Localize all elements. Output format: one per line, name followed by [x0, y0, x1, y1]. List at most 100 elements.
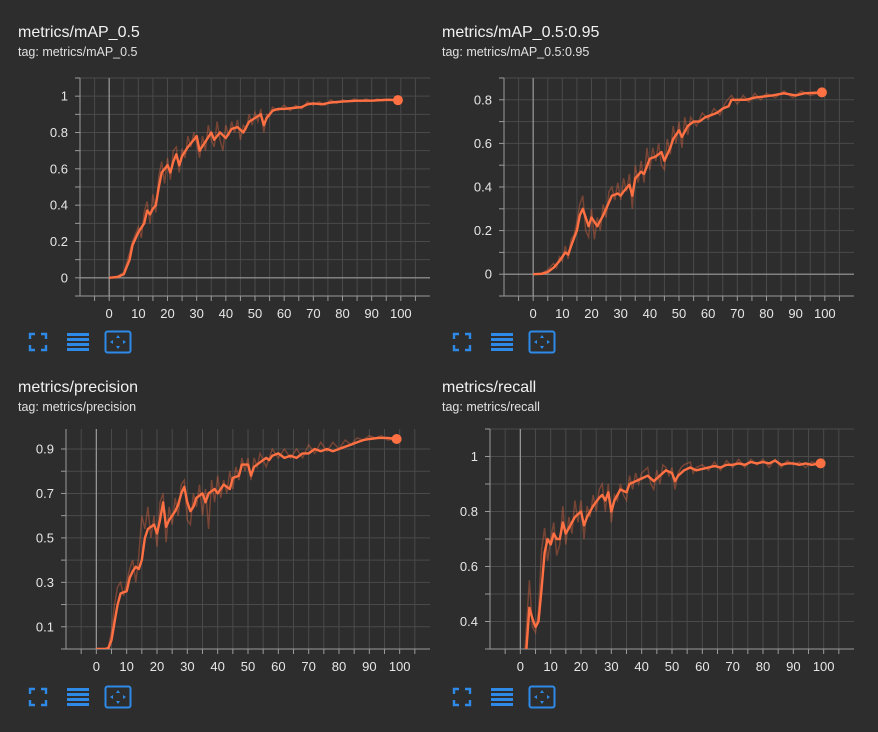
chart-tag: tag: metrics/mAP_0.5 [18, 45, 138, 59]
chart-title: metrics/mAP_0.5 [18, 24, 140, 41]
y-tick-label: 0.1 [36, 619, 54, 634]
x-tick-label: 30 [180, 659, 194, 674]
fit-domain-button[interactable] [104, 685, 132, 709]
y-tick-label: 0 [485, 267, 492, 282]
fullscreen-button[interactable] [24, 330, 52, 354]
raw-series-line [96, 434, 397, 649]
chart-title: metrics/precision [18, 379, 139, 396]
fit-domain-icon [528, 330, 556, 354]
data-table-button[interactable] [64, 330, 92, 354]
x-tick-label: 60 [695, 659, 709, 674]
line-chart[interactable]: 00.20.40.60.810 10 20 30 40 50 60 70 80 90 100 [0, 0, 440, 330]
x-tick-label: 30 [613, 306, 627, 321]
x-tick-label: 80 [335, 306, 349, 321]
x-tick-label: 50 [248, 306, 262, 321]
chart-tag: tag: metrics/recall [442, 400, 540, 414]
x-tick-label: 90 [786, 659, 800, 674]
last-point-marker [815, 458, 826, 469]
line-chart[interactable]: 0.40.60.810 10 20 30 40 50 60 70 80 90 100 [424, 355, 864, 685]
fit-domain-button[interactable] [528, 685, 556, 709]
line-chart[interactable]: 0 0.2 0.4 0.6 0.8 0 10 20 30 40 50 60 70 80 90 100 [424, 0, 864, 330]
x-tick-label: 100 [390, 306, 412, 321]
line-chart[interactable]: 0.1 0.3 0.5 0.7 0.9 0 10 20 30 40 50 60 70 80 90 100 [0, 355, 440, 685]
x-tick-label: 0 [530, 306, 537, 321]
last-point-marker [391, 434, 402, 444]
y-tick-label: 0.4 [460, 614, 478, 629]
data-table-button[interactable] [488, 685, 516, 709]
chart-toolbar [24, 330, 132, 354]
x-tick-label: 20 [150, 659, 164, 674]
x-tick-label: 90 [362, 659, 376, 674]
y-tick-label: 0.5 [36, 530, 54, 545]
x-tick-label: 20 [574, 659, 588, 674]
fit-domain-button[interactable] [528, 330, 556, 354]
data-table-icon [67, 333, 89, 351]
fit-domain-icon [528, 685, 556, 709]
fullscreen-button[interactable] [448, 330, 476, 354]
smoothed-series-line [96, 436, 397, 649]
y-tick-label: 0.8 [50, 125, 68, 140]
fit-domain-icon [104, 685, 132, 709]
chart-card-map-0-5-0-95: metrics/mAP_0.5:0.95 tag: metrics/mAP_0.… [424, 0, 854, 360]
data-table-icon [67, 688, 89, 706]
last-point-marker [816, 87, 827, 98]
chart-toolbar [448, 330, 556, 354]
x-tick-label: 30 [604, 659, 618, 674]
fullscreen-button[interactable] [24, 685, 52, 709]
series-group [96, 434, 397, 649]
y-tick-label: 0 [61, 270, 68, 285]
y-tick-label: 0.6 [474, 136, 492, 151]
x-tick-label: 50 [672, 306, 686, 321]
fit-domain-button[interactable] [104, 330, 132, 354]
fullscreen-icon [28, 687, 48, 707]
chart-tag: tag: metrics/precision [18, 400, 137, 414]
x-tick-label: 80 [756, 659, 770, 674]
fullscreen-icon [452, 687, 472, 707]
y-tick-label: 0.4 [50, 198, 68, 213]
x-tick-label: 40 [643, 306, 657, 321]
smoothed-series-line [525, 459, 821, 649]
x-tick-label: 70 [301, 659, 315, 674]
x-tick-label: 70 [725, 659, 739, 674]
x-tick-label: 40 [634, 659, 648, 674]
y-tick-label: 0.8 [474, 92, 492, 107]
chart-toolbar [24, 685, 132, 709]
x-tick-label: 100 [389, 659, 411, 674]
x-tick-label: 100 [814, 306, 836, 321]
x-tick-label: 60 [271, 659, 285, 674]
chart-title: metrics/mAP_0.5:0.95 [442, 24, 600, 41]
fullscreen-icon [28, 332, 48, 352]
y-tick-label: 1 [471, 449, 478, 464]
y-tick-label: 0.8 [460, 504, 478, 519]
x-tick-label: 80 [332, 659, 346, 674]
series-group [109, 98, 399, 279]
raw-series-line [109, 98, 399, 279]
x-tick-label: 30 [189, 306, 203, 321]
smoothed-series-line [109, 98, 398, 279]
data-table-button[interactable] [488, 330, 516, 354]
fullscreen-icon [452, 332, 472, 352]
y-tick-label: 0.2 [50, 234, 68, 249]
x-tick-label: 10 [543, 659, 557, 674]
y-tick-label: 0.6 [50, 161, 68, 176]
x-tick-label: 50 [241, 659, 255, 674]
data-table-icon [491, 333, 513, 351]
chart-title: metrics/recall [442, 379, 537, 396]
x-tick-label: 50 [665, 659, 679, 674]
series-group [524, 458, 821, 649]
y-tick-label: 0.6 [460, 559, 478, 574]
x-tick-label: 0 [93, 659, 100, 674]
y-tick-label: 1 [61, 89, 68, 104]
x-tick-label: 40 [210, 659, 224, 674]
fullscreen-button[interactable] [448, 685, 476, 709]
x-tick-label: 80 [759, 306, 773, 321]
x-tick-label: 20 [584, 306, 598, 321]
last-point-marker [392, 95, 403, 106]
y-tick-label: 0.4 [474, 180, 492, 195]
x-tick-label: 0 [517, 659, 524, 674]
y-tick-label: 0.9 [36, 442, 54, 457]
x-tick-label: 20 [160, 306, 174, 321]
fit-domain-icon [104, 330, 132, 354]
data-table-icon [491, 688, 513, 706]
data-table-button[interactable] [64, 685, 92, 709]
